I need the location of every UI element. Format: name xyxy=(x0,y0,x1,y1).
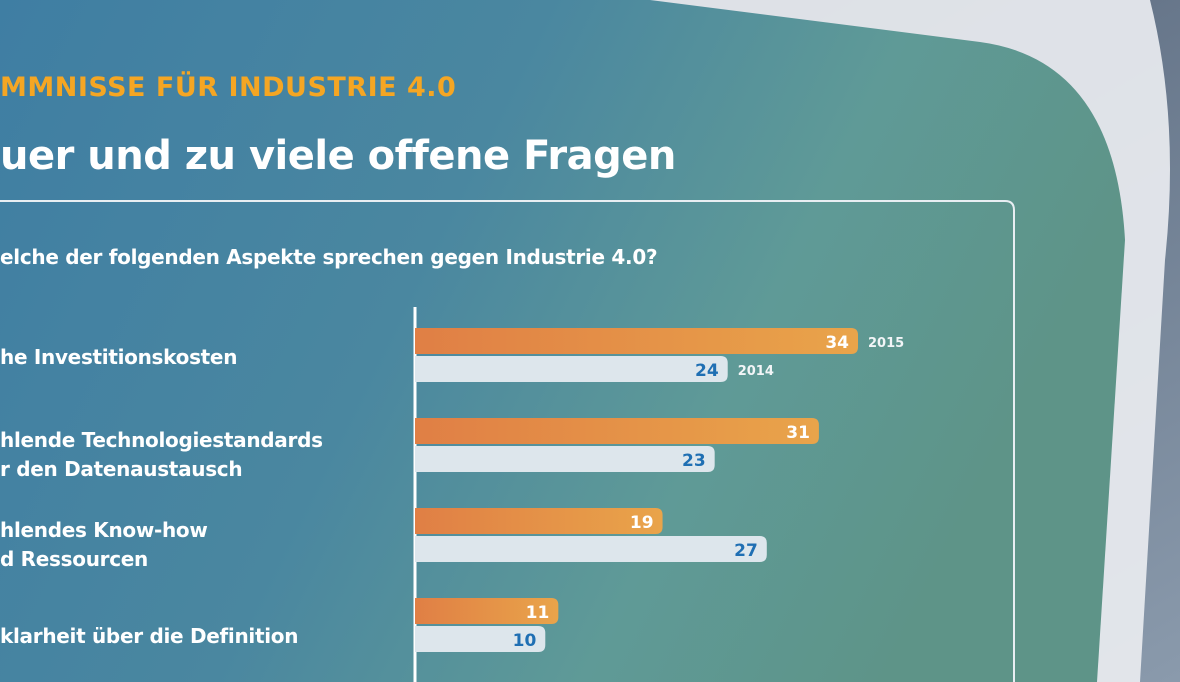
category-label-line: hlende Technologiestandards xyxy=(0,428,323,452)
category-label-line: klarheit über die Definition xyxy=(0,624,299,648)
data-label: 24 xyxy=(695,361,719,381)
data-label: 31 xyxy=(786,423,810,443)
bar-2014 xyxy=(415,626,546,652)
data-label: 11 xyxy=(526,603,550,623)
category-label: hlende Technologiestandards r den Datenau… xyxy=(0,426,323,484)
chart-frame xyxy=(0,200,1015,682)
bar-2015 xyxy=(415,598,559,624)
bar-2014 xyxy=(415,536,767,562)
category-label-line: r den Datenaustausch xyxy=(0,457,243,481)
category-label-line: hlendes Know-how xyxy=(0,518,208,542)
category-label: klarheit über die Definition xyxy=(0,622,298,651)
category-label: hlendes Know-how d Ressourcen xyxy=(0,516,208,574)
bar-2015 xyxy=(415,508,663,534)
data-label: 34 xyxy=(825,333,849,353)
bar-2014 xyxy=(415,446,715,472)
category-label: he Investitionskosten xyxy=(0,343,237,372)
page-title: uer und zu viele offene Fragen xyxy=(0,133,676,179)
kicker: MMNISSE FÜR INDUSTRIE 4.0 xyxy=(0,72,457,103)
data-label: 27 xyxy=(734,541,758,561)
data-label: 23 xyxy=(682,451,706,471)
data-label: 10 xyxy=(513,631,537,651)
bar-2015 xyxy=(415,418,819,444)
series-label-2014: 2014 xyxy=(738,364,774,379)
question: elche der folgenden Aspekte sprechen geg… xyxy=(0,245,658,269)
category-label-line: d Ressourcen xyxy=(0,547,148,571)
data-label: 19 xyxy=(630,513,654,533)
bar-2014 xyxy=(415,356,728,382)
series-label-2015: 2015 xyxy=(868,336,904,351)
bar-2015 xyxy=(415,328,858,354)
category-label-line: he Investitionskosten xyxy=(0,345,238,369)
